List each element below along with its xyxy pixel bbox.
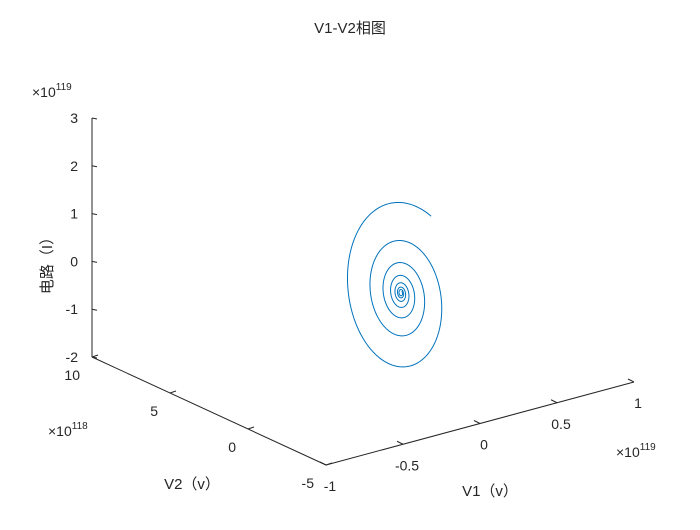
x-tick-mark [627, 378, 635, 383]
x-tick-mark [473, 420, 481, 424]
z-tick-mark [91, 308, 98, 311]
z-tick-label: -2 [66, 349, 79, 365]
x-tick-mark [396, 440, 404, 445]
series-line [346, 201, 443, 368]
x-axis-label: V1（v） [462, 483, 518, 500]
x-tick-label: -0.5 [395, 457, 419, 473]
z-tick-label: 3 [70, 110, 78, 126]
x-axis-ticks: -1 -0.5 0 0.5 1 [319, 378, 642, 494]
y-tick-label: 0 [228, 439, 236, 455]
x-tick-label: 0.5 [551, 416, 571, 432]
svg-text:×10118: ×10118 [48, 421, 88, 439]
z-tick-label: -1 [66, 301, 79, 317]
x-tick-label: 0 [480, 437, 488, 453]
z-exponent-label: ×10119 [32, 82, 72, 100]
y-tick-mark [325, 462, 333, 466]
x-tick-mark [319, 461, 327, 466]
y-axis-ticks: -5 0 5 10 [64, 354, 333, 491]
y-tick-mark [91, 354, 99, 358]
y-axis-line [91, 356, 327, 466]
z-tick-mark [91, 165, 98, 168]
z-axis-ticks: -2 -1 0 1 2 3 [66, 110, 98, 365]
z-tick-mark [91, 213, 98, 216]
z-tick-label: 1 [70, 206, 78, 222]
svg-text:×10119: ×10119 [616, 442, 656, 460]
svg-text:×10119: ×10119 [32, 82, 72, 100]
y-tick-mark [169, 390, 177, 394]
x-tick-mark [550, 399, 558, 404]
z-tick-label: 0 [70, 253, 78, 269]
z-tick-mark [91, 260, 98, 263]
y-axis-label: V2（v） [164, 476, 220, 493]
z-tick-label: 2 [70, 158, 78, 174]
x-tick-label: -1 [324, 478, 337, 494]
y-tick-label: 5 [150, 403, 158, 419]
y-exponent-label: ×10118 [48, 421, 88, 439]
chart-title: V1-V2相图 [314, 20, 386, 37]
x-tick-label: 1 [634, 395, 642, 411]
x-exponent-label: ×10119 [616, 442, 656, 460]
y-tick-label: -5 [302, 475, 315, 491]
y-tick-label: 10 [64, 367, 80, 383]
z-axis-label: 电路（I） [39, 230, 56, 294]
y-tick-mark [247, 426, 255, 430]
z-tick-mark [91, 117, 98, 120]
